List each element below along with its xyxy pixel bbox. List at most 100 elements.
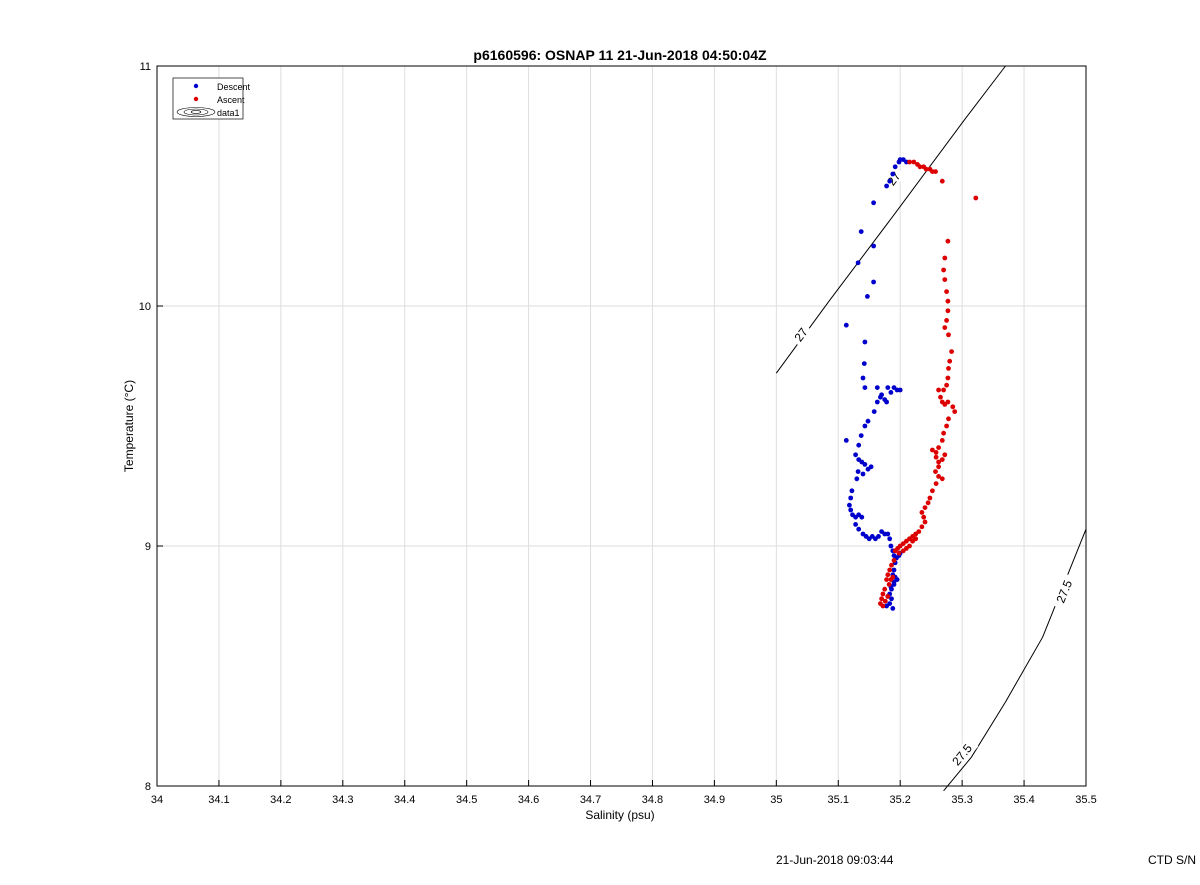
point-ascent [911,159,917,165]
x-tick-label: 34.4 [394,794,415,806]
point-descent [860,471,866,477]
point-ascent [880,603,886,609]
point-ascent [933,450,939,455]
point-ascent [939,438,945,443]
point-descent [889,596,894,602]
point-ascent [950,404,956,410]
point-descent [890,171,896,177]
point-descent [891,567,897,573]
legend-marker-contour [176,107,216,117]
legend-box [172,77,244,120]
point-ascent [973,195,979,201]
legend: Descent Ascent data1 [172,77,251,120]
x-axis: 34 34.1 34.2 34.3 34.4 34.5 34.6 34.7 34.8 34.9 35… [151,780,1097,806]
legend-label-ascent: Ascent [217,95,245,105]
x-tick-label: 34 [151,794,163,806]
point-descent [888,543,894,549]
point-descent [862,423,868,429]
point-ascent [917,164,923,170]
contour-label-mask [1051,573,1078,610]
point-ascent [945,375,951,381]
point-ascent [933,481,939,486]
point-descent [843,438,849,443]
point-ascent [942,277,948,282]
point-ascent [922,505,928,510]
point-ascent [936,474,941,479]
x-tick-label: 34.8 [642,794,663,806]
point-ascent [942,325,948,330]
x-tick-label: 35 [770,794,782,806]
point-descent [871,200,876,206]
point-descent [889,586,894,592]
y-tick-label: 11 [140,61,151,73]
x-tick-label: 35.2 [889,794,910,806]
point-descent [865,418,871,424]
point-descent [853,452,858,458]
x-tick-label: 34.2 [270,794,291,806]
point-ascent [919,524,925,530]
point-ascent [879,596,884,602]
point-descent [876,534,881,539]
point-descent [874,385,880,390]
point-descent [848,495,854,501]
x-tick-label: 34.1 [208,794,229,806]
point-ascent [941,267,946,273]
plot-area-frame [156,65,1087,787]
point-ascent [880,591,886,597]
point-ascent [891,558,897,563]
x-tick-label: 35.5 [1075,794,1096,806]
point-descent [858,229,864,235]
y-axis: 8 9 10 11 [139,61,163,793]
point-ascent [933,469,938,474]
legend-label-descent: Descent [217,82,251,92]
point-ascent [945,298,951,304]
point-ascent [944,318,949,323]
point-ascent [882,598,888,604]
point-ascent [913,536,919,542]
point-ascent [922,519,928,525]
point-descent [868,464,874,470]
point-ascent [942,255,948,261]
point-ascent [936,387,941,393]
point-ascent [890,574,896,580]
point-descent [896,159,902,165]
point-descent [871,279,876,285]
x-tick-label: 35.1 [828,794,849,806]
point-descent [874,399,880,405]
point-ascent [933,169,938,175]
point-ascent [930,488,935,494]
legend-marker-descent [193,83,199,89]
point-descent [849,488,855,494]
x-tick-label: 34.5 [456,794,477,806]
point-descent [891,582,897,587]
point-ascent [947,358,953,364]
point-descent [848,507,854,513]
point-ascent [945,399,951,405]
point-ascent [942,452,948,458]
point-descent [890,606,896,611]
point-ascent [930,447,935,453]
point-descent [862,339,868,345]
point-ascent [919,510,925,515]
y-axis-label: Temperature (°C) [122,380,136,472]
point-descent [871,409,877,414]
point-ascent [889,562,894,568]
point-descent [856,526,862,532]
x-tick-label: 34.3 [332,794,353,806]
point-ascent [939,457,945,462]
point-descent [843,322,849,328]
point-descent [858,433,864,438]
point-ascent [945,238,951,244]
contour-line-27 [775,65,1006,374]
point-descent [862,385,868,390]
data-points [843,157,979,611]
point-descent [859,514,865,520]
point-descent [853,522,858,527]
point-ascent [936,464,941,470]
x-tick-label: 34.7 [580,794,601,806]
point-ascent [944,423,949,429]
point-ascent [941,387,946,393]
point-ascent [921,514,927,520]
